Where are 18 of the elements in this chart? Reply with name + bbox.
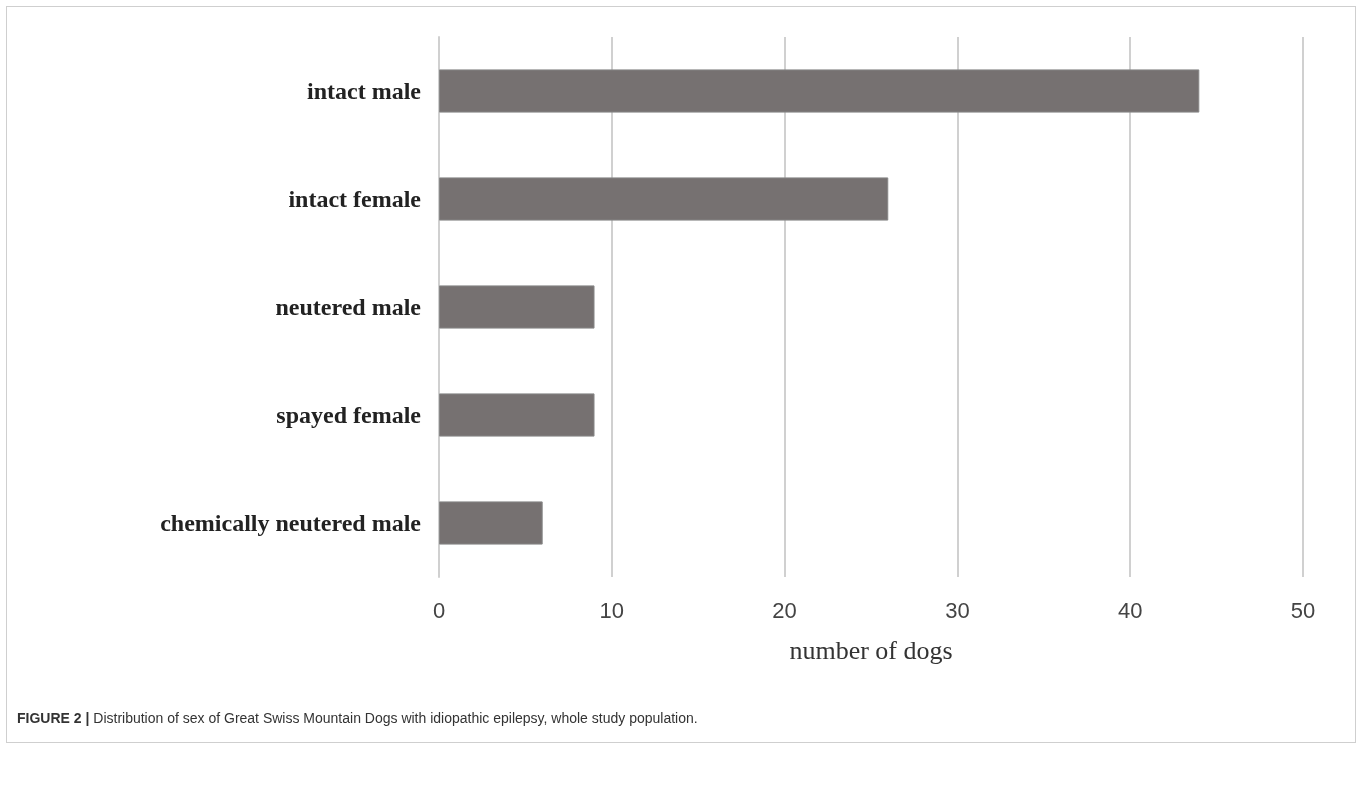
y-tick-label: neutered male [275, 294, 422, 320]
y-tick-label: spayed female [276, 402, 422, 428]
caption: FIGURE 2 | Distribution of sex of Great Swiss Mountain Dogs with idiopathic epilepsy, whole study population. [17, 710, 698, 726]
x-tick-label: 50 [1290, 597, 1316, 623]
bar [439, 69, 1200, 113]
x-tick-label: 10 [599, 597, 625, 623]
y-tick-label: intact female [288, 186, 422, 212]
bar [439, 285, 595, 329]
y-tick-label: chemically neutered male [160, 510, 422, 536]
x-tick-label: 40 [1117, 597, 1143, 623]
x-axis-title: number of dogs [789, 635, 953, 665]
x-tick-label: 0 [432, 597, 446, 623]
bar [439, 393, 595, 437]
y-tick-label: intact male [307, 78, 422, 104]
bar [439, 177, 889, 221]
bar [439, 501, 543, 545]
x-tick-label: 30 [945, 597, 970, 623]
x-tick-label: 20 [772, 597, 797, 623]
